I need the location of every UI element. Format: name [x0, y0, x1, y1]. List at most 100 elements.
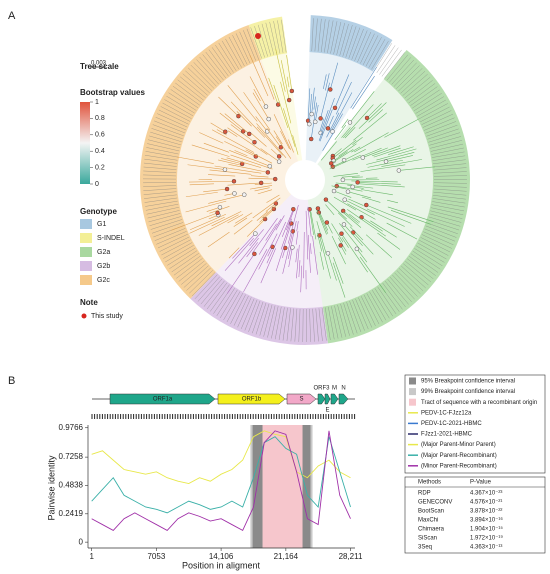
- y-tick-label: 0: [79, 537, 84, 546]
- method-name: BootScan: [418, 509, 444, 515]
- leaf-label: [424, 228, 456, 242]
- leaf-label: [143, 185, 177, 187]
- branch: [208, 174, 236, 177]
- branch: [258, 218, 282, 255]
- leaf-label: [205, 51, 227, 79]
- leaf-label: [421, 234, 452, 249]
- leaf-label: [357, 31, 372, 63]
- branch: [323, 74, 327, 89]
- methods-box: [404, 476, 546, 554]
- branch: [224, 113, 250, 135]
- branch: [243, 92, 271, 131]
- branch: [252, 217, 278, 254]
- branch: [254, 187, 270, 192]
- leaf-label: [143, 188, 177, 191]
- leaf-label: [151, 128, 183, 139]
- leaf-label: [143, 182, 177, 183]
- branch: [343, 224, 363, 246]
- branch: [333, 257, 344, 284]
- node: [291, 207, 296, 212]
- leaf-label: [426, 124, 458, 137]
- branch: [341, 127, 351, 138]
- leaf-label: [221, 40, 240, 70]
- branch: [227, 182, 262, 186]
- leaf-label: [349, 301, 362, 333]
- leaf-label: [333, 21, 342, 55]
- branch: [228, 164, 268, 173]
- leaf-label: [410, 86, 438, 106]
- leaf-label: [415, 245, 445, 263]
- branch: [349, 91, 375, 123]
- branch: [295, 248, 298, 263]
- branch: [349, 226, 364, 241]
- branch: [224, 141, 256, 157]
- branch: [185, 200, 227, 213]
- leaf-label: [176, 258, 203, 279]
- leaf-label: [363, 35, 379, 65]
- leaf-label: [154, 120, 185, 134]
- leaf-label: [377, 286, 397, 315]
- branch: [365, 234, 393, 258]
- branch: [368, 109, 384, 123]
- branch: [286, 211, 294, 231]
- node: [341, 158, 347, 163]
- branch: [320, 141, 337, 161]
- genotype-label: G2a: [97, 249, 110, 256]
- leaf-label: [312, 308, 315, 342]
- node: [266, 116, 271, 122]
- node: [252, 251, 257, 257]
- leaf-label: [156, 231, 187, 245]
- y-tick-label: 0.7258: [59, 452, 84, 461]
- branch: [292, 134, 299, 155]
- branch: [361, 196, 381, 203]
- branch: [245, 149, 273, 164]
- method-pvalue: 3.894×10⁻¹⁶: [470, 517, 503, 524]
- branch: [275, 48, 286, 92]
- leaf-label: [211, 47, 232, 75]
- branch: [351, 176, 363, 178]
- branch: [230, 101, 266, 138]
- leaf-label: [430, 140, 463, 149]
- leaf-label: [144, 197, 178, 203]
- genotype-swatch: [80, 233, 92, 243]
- leaf-label: [432, 155, 466, 161]
- branch: [203, 142, 230, 153]
- leaf-label: [144, 194, 177, 199]
- gene-label: E: [325, 408, 329, 414]
- leaf-label: [178, 260, 205, 282]
- leaf-label: [143, 191, 177, 195]
- branch: [249, 185, 273, 190]
- leaf-label: [230, 294, 246, 324]
- leaf-label: [337, 304, 346, 337]
- node: [253, 231, 258, 236]
- branch: [333, 196, 357, 211]
- leaf-label: [155, 117, 187, 131]
- branch: [341, 175, 360, 178]
- node: [276, 154, 282, 159]
- node: [265, 170, 271, 175]
- branch: [189, 183, 214, 186]
- branch: [258, 233, 278, 270]
- leaf-label: [228, 36, 245, 67]
- panel-label: A: [8, 10, 16, 22]
- branch: [296, 244, 300, 279]
- y-axis-title: Pairwise identity: [46, 455, 56, 521]
- branch: [370, 220, 397, 238]
- branch: [189, 180, 234, 183]
- genotype-swatch: [80, 247, 92, 257]
- leaf-label: [186, 267, 211, 291]
- branch: [259, 208, 275, 223]
- leaf-label: [398, 268, 424, 292]
- branch: [198, 214, 239, 236]
- branch: [342, 211, 362, 228]
- branch: [366, 208, 405, 227]
- gene-label: ORF3: [313, 386, 330, 392]
- leaf-label: [259, 303, 270, 336]
- study-dot: [255, 33, 261, 39]
- branch: [325, 199, 347, 220]
- branch: [287, 220, 297, 259]
- genotype-label: S-INDEL: [97, 235, 125, 242]
- colorbar: [80, 102, 90, 184]
- x-tick-label: 1: [89, 552, 94, 561]
- node: [308, 136, 314, 142]
